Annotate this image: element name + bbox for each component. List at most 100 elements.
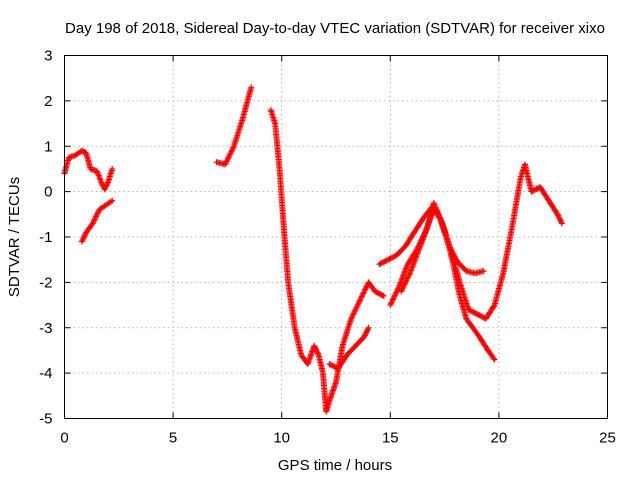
plus-marker [81, 232, 88, 239]
plus-marker [226, 151, 233, 158]
y-tick-label: 3 [44, 48, 52, 65]
y-tick-label: -4 [39, 365, 52, 382]
plus-marker [313, 348, 320, 355]
plus-marker [401, 281, 408, 288]
plus-marker [227, 150, 234, 157]
plus-marker [224, 157, 231, 164]
plus-marker [555, 213, 562, 220]
plus-marker [400, 282, 407, 289]
plus-marker [392, 290, 399, 297]
plus-marker [103, 182, 110, 189]
y-tick-label: -1 [39, 229, 52, 246]
y-tick-labels: -5 -4 -3 -2 -1 0 1 2 3 [39, 48, 52, 428]
plus-marker [79, 237, 86, 244]
plus-marker [349, 312, 356, 319]
plus-marker [228, 148, 235, 155]
plus-marker [90, 219, 97, 226]
plus-marker [398, 287, 405, 294]
plus-marker [80, 234, 87, 241]
plus-marker [359, 291, 366, 298]
plus-marker [99, 180, 106, 187]
plus-marker [222, 160, 229, 167]
plus-marker [101, 186, 108, 193]
plus-marker [400, 284, 407, 291]
plus-marker [350, 311, 357, 318]
plus-marker [360, 290, 367, 297]
plus-marker [393, 289, 400, 296]
plus-marker [389, 297, 396, 304]
plus-marker [555, 212, 562, 219]
plus-marker [94, 209, 101, 216]
plus-marker [78, 238, 85, 245]
x-tick-label: 20 [491, 430, 508, 447]
plus-marker [379, 292, 386, 299]
plus-marker [356, 298, 363, 305]
plus-marker [357, 296, 364, 303]
plus-marker [81, 233, 88, 240]
plus-marker [89, 220, 96, 227]
plus-marker [399, 285, 406, 292]
plus-marker [363, 329, 370, 336]
plus-marker [226, 153, 233, 160]
plus-marker [350, 310, 357, 317]
x-tick-label: 10 [273, 430, 290, 447]
plus-marker [480, 268, 487, 275]
plus-marker [398, 288, 405, 295]
plus-marker [364, 327, 371, 334]
y-tick-label: -2 [39, 274, 52, 291]
plus-marker [102, 184, 109, 191]
plus-marker [312, 345, 319, 352]
plus-marker [558, 219, 565, 226]
series-track-b [78, 197, 116, 245]
y-tick-label: -3 [39, 320, 52, 337]
plus-marker [390, 295, 397, 302]
plus-marker [362, 286, 369, 293]
plus-marker [109, 165, 116, 172]
plus-marker [229, 146, 236, 153]
plus-marker [387, 302, 394, 309]
plus-marker [353, 304, 360, 311]
plus-marker [230, 144, 237, 151]
plus-marker [358, 294, 365, 301]
plus-marker [387, 300, 394, 307]
plus-marker [223, 158, 230, 165]
plus-marker [355, 300, 362, 307]
series-track-e [326, 324, 372, 372]
x-tick-labels: 0 5 10 15 20 25 [60, 430, 616, 447]
plus-marker [80, 235, 87, 242]
plus-marker [364, 326, 371, 333]
plus-marker [91, 216, 98, 223]
plus-marker [363, 328, 370, 335]
x-axis-label: GPS time / hours [278, 457, 392, 474]
plus-marker [354, 301, 361, 308]
series-track-c [213, 84, 255, 168]
series-track-h [398, 161, 565, 322]
plus-marker [404, 275, 411, 282]
plus-marker [225, 154, 232, 161]
plus-marker [491, 356, 498, 363]
plus-marker [228, 147, 235, 154]
y-tick-label: 0 [44, 184, 52, 201]
plus-marker [107, 198, 114, 205]
y-tick-label: -5 [39, 411, 52, 428]
axis-ticks [64, 55, 608, 419]
grid-lines [64, 55, 608, 419]
plus-marker [389, 296, 396, 303]
plus-marker [558, 220, 565, 227]
plus-marker [92, 214, 99, 221]
plus-marker [404, 274, 411, 281]
plus-marker [556, 215, 563, 222]
plus-marker [380, 292, 387, 299]
x-tick-label: 15 [382, 430, 399, 447]
x-tick-label: 5 [169, 430, 177, 447]
plus-marker [403, 277, 410, 284]
y-tick-label: 2 [44, 93, 52, 110]
plus-marker [405, 273, 412, 280]
x-tick-label: 25 [599, 430, 616, 447]
plus-marker [490, 303, 497, 310]
plus-marker [348, 314, 355, 321]
plus-marker [98, 179, 105, 186]
plus-marker [102, 183, 109, 190]
plus-marker [391, 293, 398, 300]
plus-marker [314, 349, 321, 356]
